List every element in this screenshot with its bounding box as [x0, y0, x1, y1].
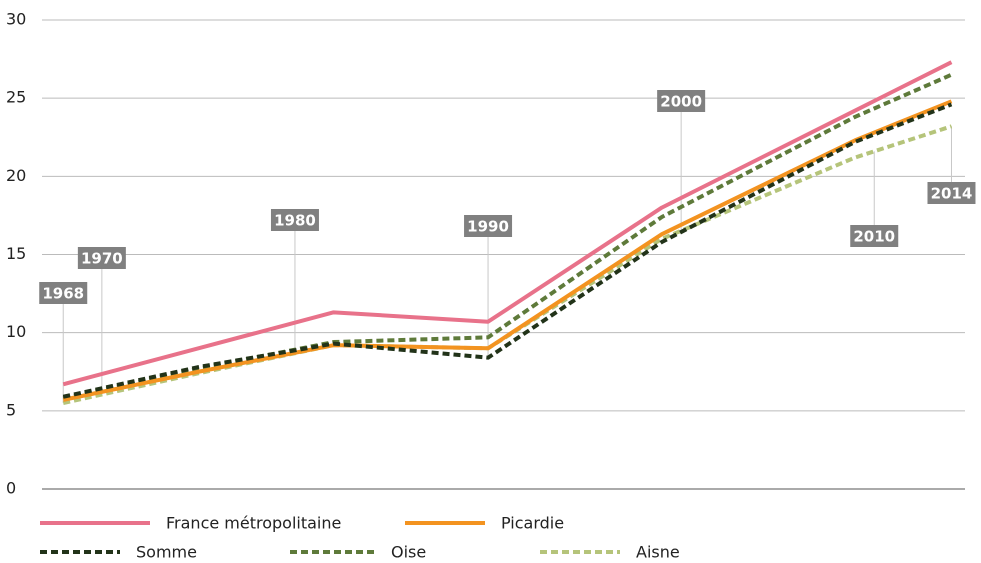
series-line [62, 60, 953, 387]
series-line [62, 124, 953, 405]
series-line [62, 99, 953, 402]
legend-label: Oise [391, 543, 426, 562]
legend-label: Aisne [636, 543, 680, 562]
y-tick-label: 0 [6, 479, 16, 498]
annotation-box [464, 215, 513, 237]
annotation-box [77, 247, 126, 269]
y-tick-label: 5 [6, 400, 16, 419]
legend-label: Somme [136, 543, 197, 562]
annotation-box [657, 90, 706, 112]
annotation-box [39, 282, 88, 304]
annotation-box [270, 209, 319, 231]
y-tick-label: 10 [6, 322, 26, 341]
legend-label: France métropolitaine [166, 514, 341, 533]
annotation-label: 2014 [931, 185, 973, 203]
annotation-label: 2010 [853, 228, 895, 246]
annotation-box [850, 225, 899, 247]
y-tick-label: 20 [6, 166, 26, 185]
annotation-box [927, 182, 976, 204]
y-tick-label: 15 [6, 244, 26, 263]
legend-label: Picardie [501, 514, 564, 533]
annotation-label: 2000 [660, 93, 702, 111]
annotation-label: 1968 [42, 285, 84, 303]
annotation-label: 1980 [274, 212, 316, 230]
annotation-label: 1970 [81, 250, 123, 268]
series-line [62, 102, 953, 399]
y-tick-label: 25 [6, 88, 26, 107]
y-tick-label: 30 [6, 10, 26, 29]
annotation-label: 1990 [467, 218, 509, 236]
